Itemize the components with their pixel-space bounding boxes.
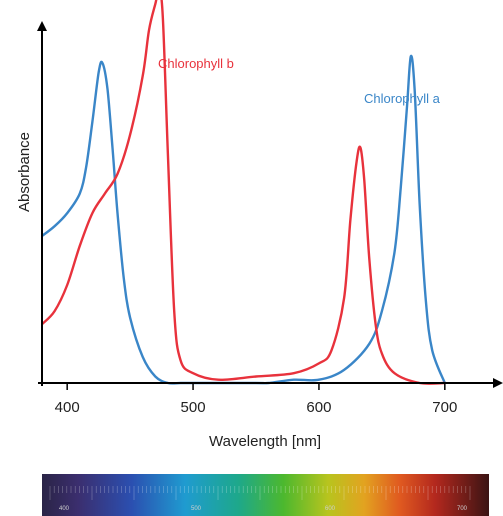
x-tick-label-400: 400 [55,399,80,416]
spectrum-minor-ticks [49,486,471,500]
spectrum-gradient [42,474,489,516]
spectrum-label-600: 600 [325,506,336,512]
series-layer [41,0,446,385]
spectrum-label-500: 500 [191,506,202,512]
spectrum-label-700: 700 [457,506,468,512]
x-tick-layer: 400 500 600 700 [55,383,457,416]
x-tick-label-600: 600 [306,399,331,416]
series-label-chlorophyll-b: Chlorophyll b [158,56,234,71]
spectrum-label-400: 400 [59,506,70,512]
series-label-chlorophyll-a: Chlorophyll a [364,91,441,106]
series-line-chlorophyll-b [41,0,445,385]
y-axis-title: Absorbance [16,132,33,212]
x-tick-label-700: 700 [432,399,457,416]
x-axis-title: Wavelength [nm] [209,433,321,450]
x-tick-label-500: 500 [181,399,206,416]
spectrum-bar: 400 500 600 700 [42,474,489,516]
